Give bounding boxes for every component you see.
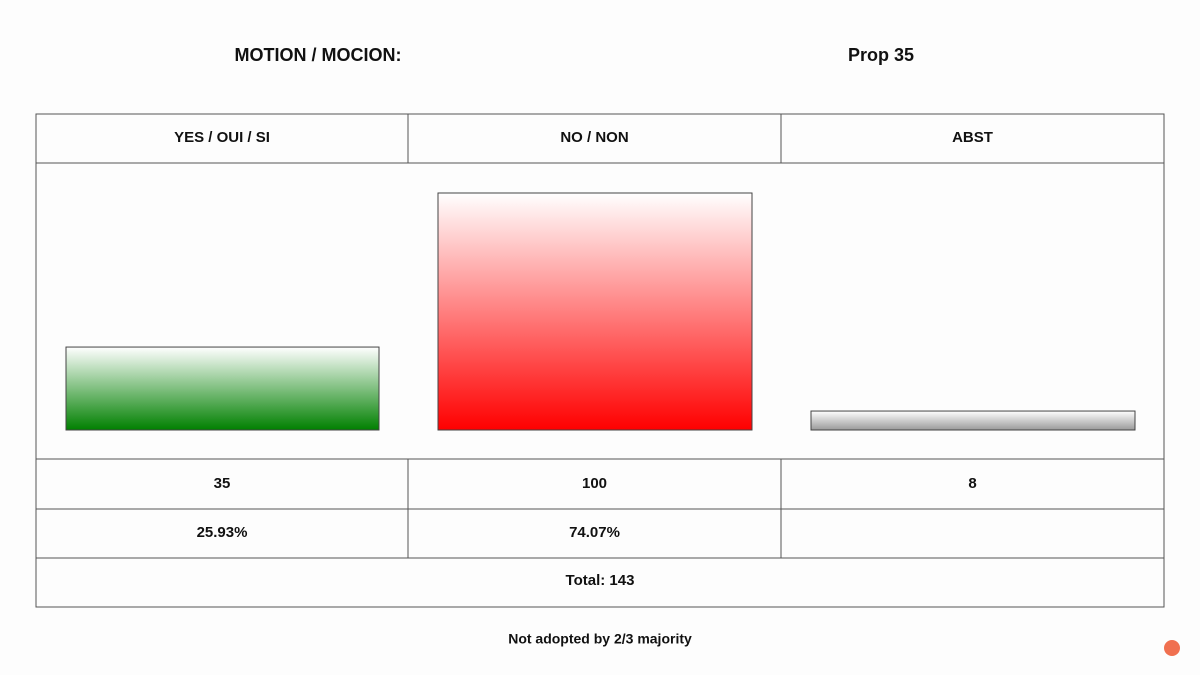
total: Total: 143: [566, 572, 635, 589]
vote-percent: 74.07%: [569, 524, 620, 541]
vote-count: 35: [214, 475, 231, 492]
bar: [810, 410, 1136, 431]
vote-percent: 25.93%: [197, 524, 248, 541]
motion-name: Prop 35: [848, 45, 914, 65]
table-frame: [35, 113, 1165, 608]
vote-count: 100: [582, 475, 607, 492]
bar: [65, 346, 380, 431]
column-header: ABST: [952, 129, 993, 146]
logo-icon: [1164, 640, 1180, 656]
vote-count: 8: [968, 475, 976, 492]
column-header: YES / OUI / SI: [174, 129, 270, 146]
footnote: Not adopted by 2/3 majority: [508, 631, 692, 647]
bar: [437, 192, 753, 431]
column-header: NO / NON: [560, 129, 628, 146]
motion-title: MOTION / MOCION:: [235, 45, 402, 65]
